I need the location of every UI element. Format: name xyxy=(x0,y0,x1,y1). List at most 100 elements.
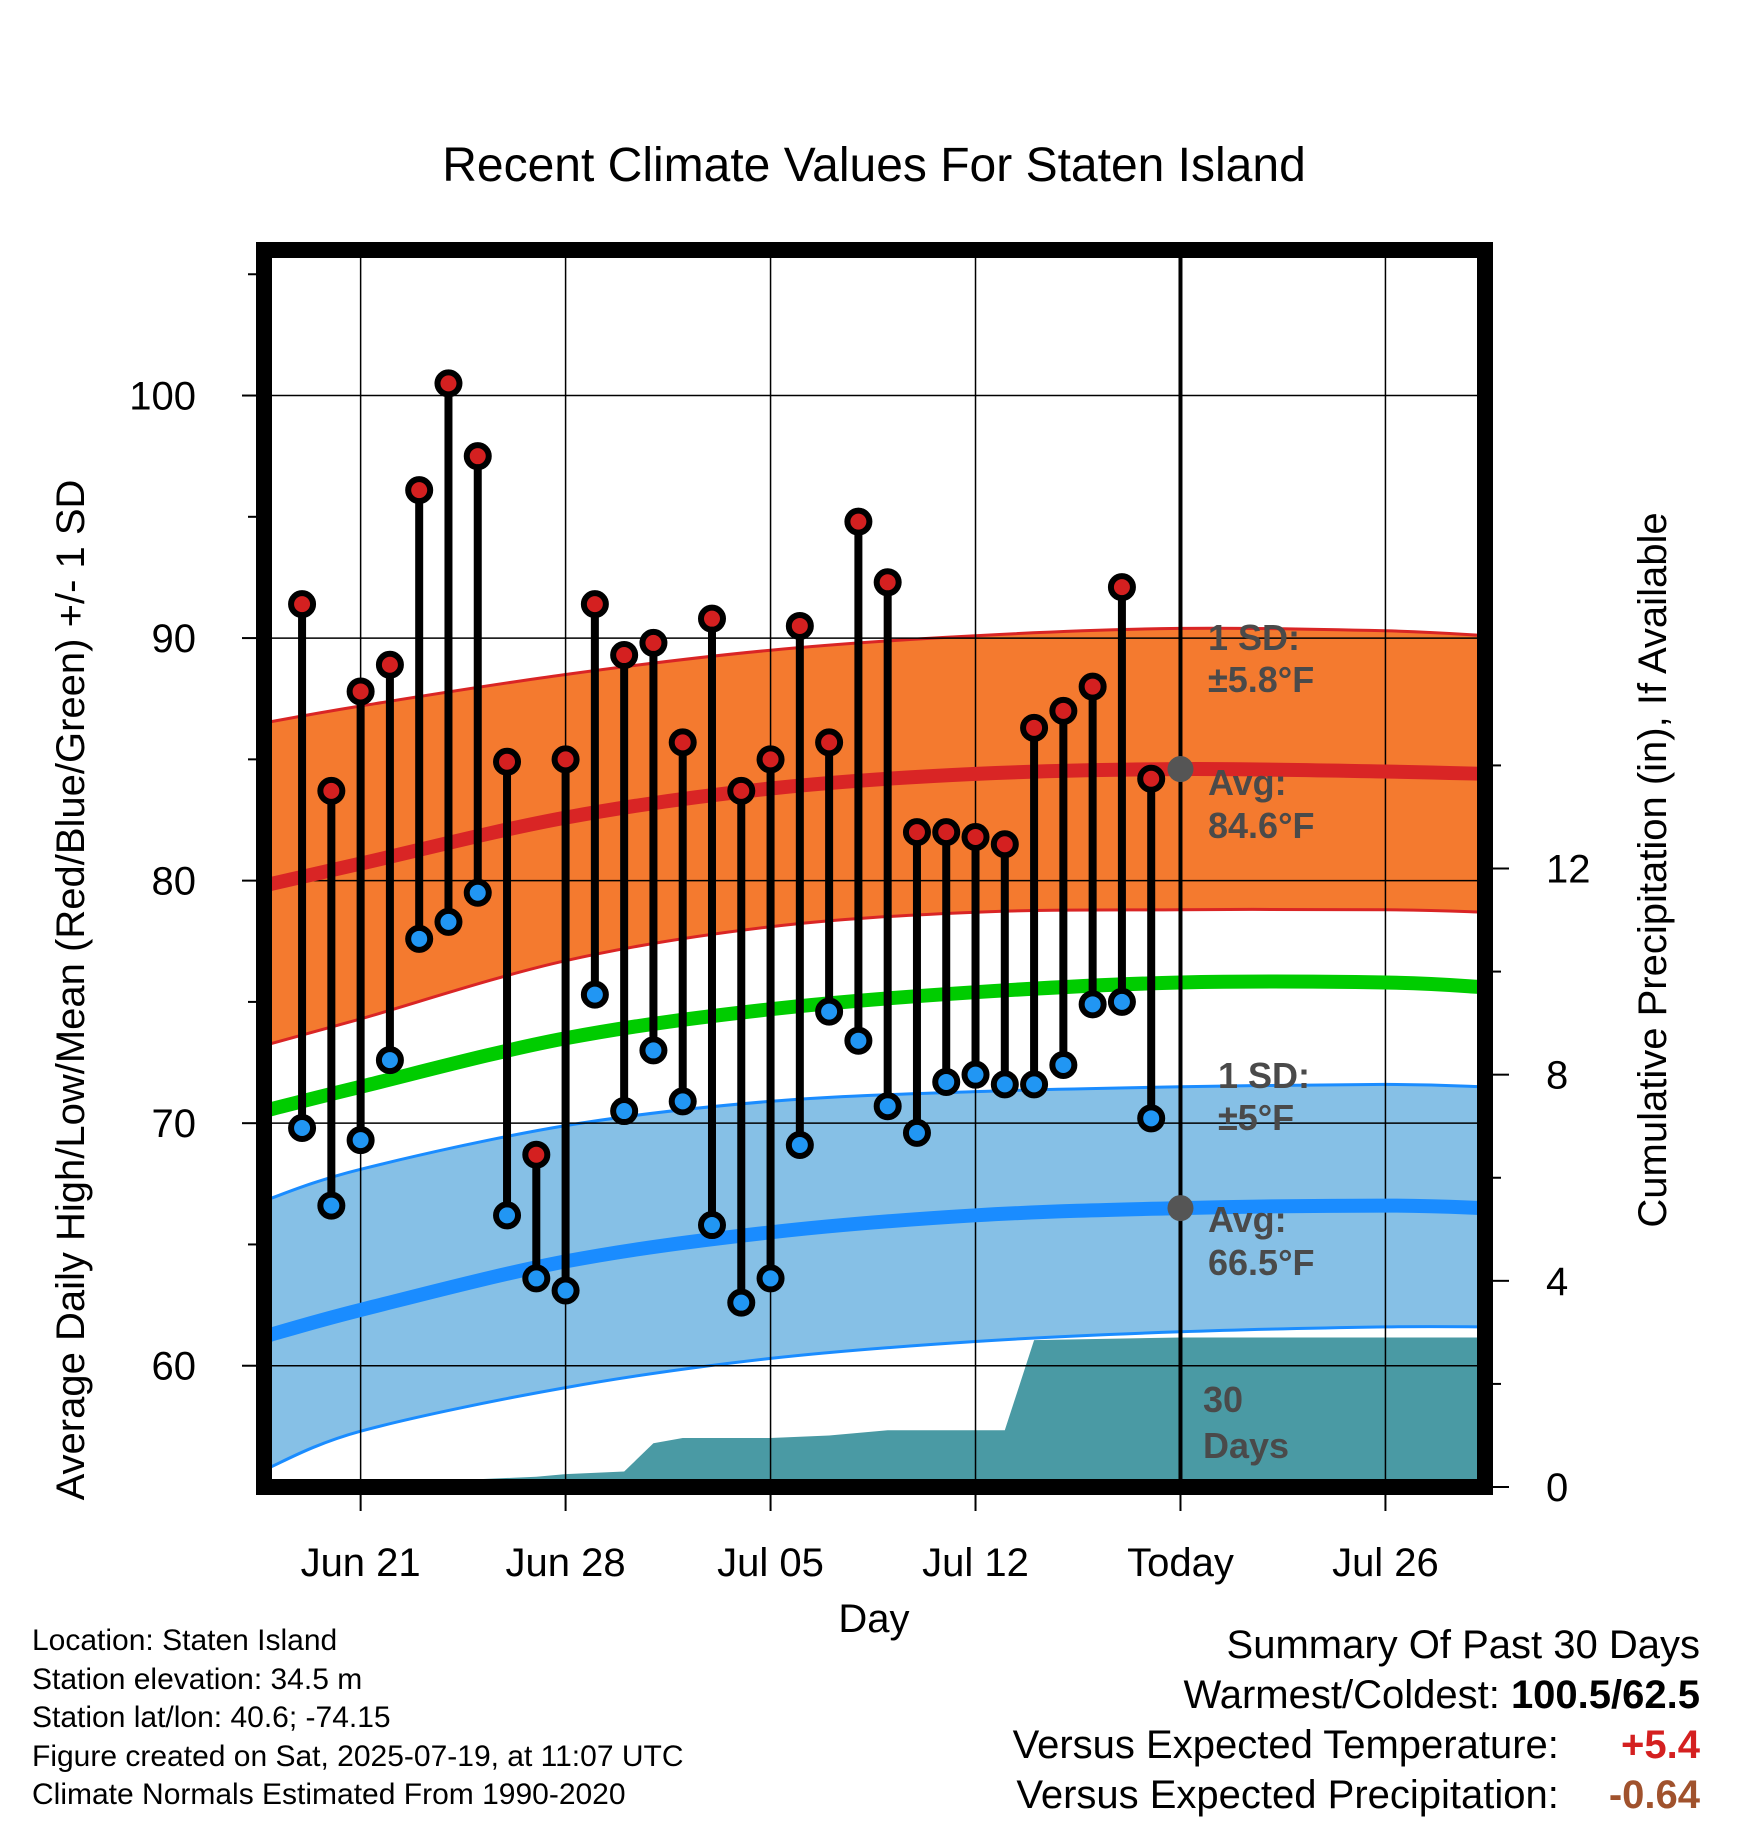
daily-low-point xyxy=(522,1264,551,1293)
daily-high-point xyxy=(990,830,1019,859)
daily-high-point xyxy=(1049,696,1078,725)
daily-low-point xyxy=(785,1131,814,1160)
low-avg-title: Avg: xyxy=(1208,1199,1287,1240)
info-location: Location: Staten Island xyxy=(32,1624,338,1657)
high-sd-title: 1 SD: xyxy=(1208,617,1300,658)
info-normals: Climate Normals Estimated From 1990-2020 xyxy=(32,1778,626,1811)
summary-panel: Summary Of Past 30 Days Warmest/Coldest:… xyxy=(1013,1620,1700,1820)
x-tick-label: Jul 05 xyxy=(717,1541,824,1585)
daily-high-point xyxy=(288,590,317,619)
daily-low-point xyxy=(1137,1104,1166,1133)
daily-low-point xyxy=(902,1118,931,1147)
high-avg-line xyxy=(264,762,1485,893)
daily-high-point xyxy=(1020,713,1049,742)
daily-low-point xyxy=(551,1276,580,1305)
daily-high-point xyxy=(668,728,697,757)
daily-high-point xyxy=(639,628,668,657)
x-tick-label: Today xyxy=(1127,1541,1234,1585)
daily-low-point xyxy=(317,1191,346,1220)
y-tick-label-right: 12 xyxy=(1546,848,1591,892)
low-sd-upper-line xyxy=(264,1082,1485,1203)
high-sd-lower-line xyxy=(264,907,1485,1048)
daily-low-point xyxy=(1020,1070,1049,1099)
daily-high-point xyxy=(844,507,873,536)
y-tick-label-right: 4 xyxy=(1546,1260,1568,1304)
low-avg-line xyxy=(264,1198,1485,1344)
daily-high-point xyxy=(551,745,580,774)
daily-low-point xyxy=(815,997,844,1026)
daily-high-point xyxy=(1137,764,1166,793)
temp-anomaly-value: +5.4 xyxy=(1621,1723,1700,1767)
summary-temp: Versus Expected Temperature: +5.4 xyxy=(1013,1720,1700,1770)
precip-anomaly-value: -0.64 xyxy=(1608,1773,1700,1817)
low-sd-value: ±5°F xyxy=(1218,1097,1294,1138)
high-sd-upper-line xyxy=(264,626,1485,725)
y-tick-label-left: 100 xyxy=(129,375,196,419)
daily-low-point xyxy=(405,924,434,953)
daily-low-point xyxy=(990,1070,1019,1099)
daily-high-point xyxy=(697,604,726,633)
daily-low-point xyxy=(961,1060,990,1089)
high-avg-value: 84.6°F xyxy=(1208,805,1314,846)
x-tick-label: Jun 21 xyxy=(301,1541,421,1585)
daily-high-point xyxy=(727,776,756,805)
daily-low-point xyxy=(493,1201,522,1230)
daily-low-point xyxy=(346,1126,375,1155)
daily-high-point xyxy=(610,641,639,670)
y-axis-label-left: Average Daily High/Low/Mean (Red/Blue/Gr… xyxy=(49,480,93,1501)
precip-days-line1: 30 xyxy=(1203,1379,1243,1420)
daily-high-point xyxy=(317,776,346,805)
daily-high-point xyxy=(375,650,404,679)
daily-low-point xyxy=(668,1087,697,1116)
daily-high-point xyxy=(961,822,990,851)
summary-precip: Versus Expected Precipitation: -0.64 xyxy=(1013,1770,1700,1820)
warm-cold-value: 100.5/62.5 xyxy=(1510,1673,1700,1717)
daily-low-point xyxy=(434,907,463,936)
x-tick-label: Jul 26 xyxy=(1332,1541,1439,1585)
x-tick-label: Jul 12 xyxy=(922,1541,1029,1585)
daily-low-point xyxy=(844,1026,873,1055)
today-low-avg-marker xyxy=(1167,1195,1194,1222)
daily-low-point xyxy=(727,1288,756,1317)
precip-days-line2: Days xyxy=(1203,1425,1289,1466)
plot-frame xyxy=(256,242,1493,1495)
precip-anomaly-label: Versus Expected Precipitation: xyxy=(1016,1773,1559,1817)
warm-cold-label: Warmest/Coldest: xyxy=(1183,1673,1500,1717)
daily-low-point xyxy=(1049,1050,1078,1079)
daily-low-point xyxy=(697,1211,726,1240)
daily-low-point xyxy=(1107,987,1136,1016)
daily-low-point xyxy=(375,1046,404,1075)
daily-high-point xyxy=(902,818,931,847)
y-axis-label-right: Cumulative Precipitation (in), If Availa… xyxy=(1631,512,1675,1227)
station-info: Location: Staten Island Station elevatio… xyxy=(32,1622,684,1815)
daily-high-point xyxy=(346,677,375,706)
daily-high-point xyxy=(785,611,814,640)
today-high-avg-marker xyxy=(1167,756,1194,783)
low-sd-lower-line xyxy=(264,1325,1485,1472)
temp-anomaly-label: Versus Expected Temperature: xyxy=(1012,1723,1559,1767)
x-axis-label: Day xyxy=(838,1597,909,1641)
daily-high-point xyxy=(1078,672,1107,701)
daily-low-point xyxy=(1078,990,1107,1019)
high-avg-title: Avg: xyxy=(1208,762,1287,803)
daily-low-point xyxy=(463,878,492,907)
x-tick-label: Jun 28 xyxy=(506,1541,626,1585)
daily-low-point xyxy=(756,1264,785,1293)
summary-heading: Summary Of Past 30 Days xyxy=(1226,1623,1700,1667)
daily-high-point xyxy=(493,747,522,776)
daily-high-point xyxy=(434,369,463,398)
daily-low-point xyxy=(639,1036,668,1065)
y-tick-label-left: 90 xyxy=(152,617,197,661)
daily-high-point xyxy=(932,818,961,847)
daily-low-point xyxy=(932,1067,961,1096)
daily-high-point xyxy=(522,1140,551,1169)
y-tick-label-right: 0 xyxy=(1546,1466,1568,1510)
daily-high-point xyxy=(463,442,492,471)
daily-high-point xyxy=(756,745,785,774)
high-sd-value: ±5.8°F xyxy=(1208,659,1314,700)
y-tick-label-right: 8 xyxy=(1546,1054,1568,1098)
low-avg-value: 66.5°F xyxy=(1208,1242,1314,1283)
info-latlon: Station lat/lon: 40.6; -74.15 xyxy=(32,1701,391,1734)
